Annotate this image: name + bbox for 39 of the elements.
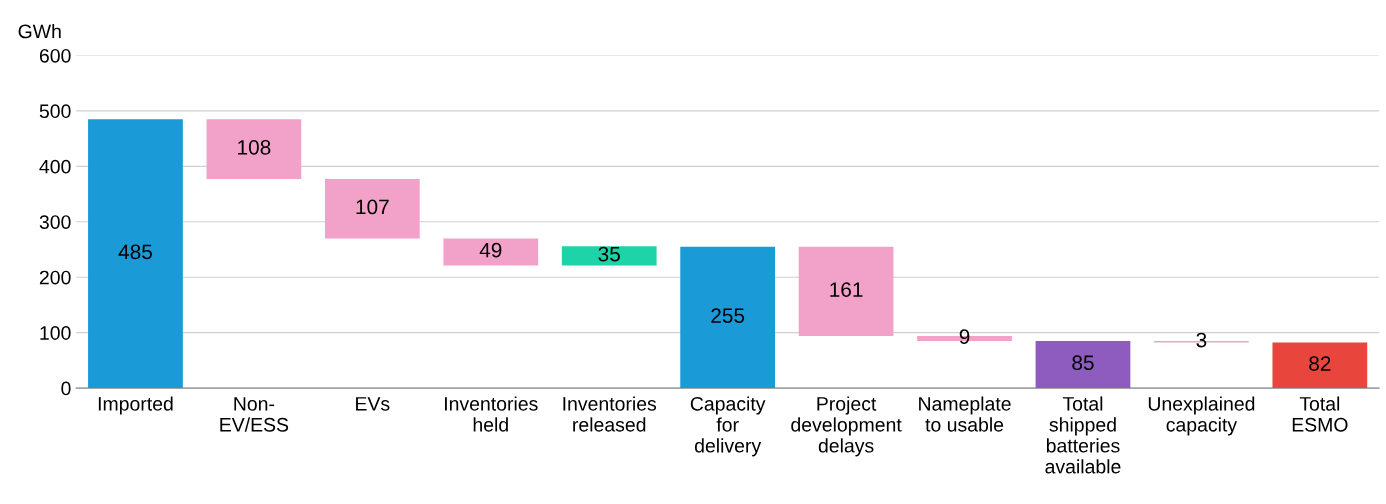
x-tick-label: EVs — [356, 397, 390, 411]
bar — [206, 119, 302, 180]
data-label: 485 — [118, 244, 152, 260]
bar — [1035, 340, 1131, 389]
data-label: 161 — [830, 282, 863, 297]
data-label: 9 — [959, 329, 970, 345]
x-tick-label: Imported — [98, 396, 173, 415]
x-tick-label: Non- EV/ESS — [220, 397, 289, 432]
data-label: 3 — [1196, 332, 1207, 348]
data-label: 108 — [238, 139, 271, 155]
y-tick-label: 200 — [39, 270, 71, 285]
bar — [561, 246, 657, 266]
bar — [1272, 342, 1368, 389]
x-tick-label: Inventories held — [445, 396, 538, 432]
x-tick-label: Project development delays — [791, 396, 902, 457]
bar — [88, 119, 183, 389]
bar — [680, 246, 776, 389]
bar — [443, 238, 539, 266]
y-tick-label: 500 — [39, 104, 71, 119]
bar — [798, 246, 894, 336]
y-tick-label: 0 — [61, 381, 71, 396]
y-tick-label: 100 — [40, 326, 71, 340]
x-tick-label: Total shipped batteries available — [1045, 396, 1121, 474]
x-tick-label: Total ESMO — [1292, 396, 1348, 432]
data-label: 35 — [598, 246, 620, 262]
data-label: 255 — [711, 308, 745, 323]
x-tick-label: Unexplained capacity — [1148, 396, 1255, 436]
data-label: 85 — [1072, 355, 1094, 371]
x-tick-label: Capacity for delivery — [690, 396, 766, 457]
data-label: 82 — [1309, 356, 1331, 371]
y-tick-label: 400 — [39, 159, 71, 174]
data-label: 107 — [356, 199, 389, 215]
data-label: 49 — [479, 242, 502, 258]
y-tick-label: 300 — [39, 215, 71, 229]
x-tick-label: Inventories released — [563, 396, 657, 432]
bar — [324, 179, 420, 239]
y-axis-title: GWh — [18, 24, 61, 39]
x-tick-label: Nameplate to usable — [919, 396, 1011, 432]
y-tick-label: 600 — [39, 48, 71, 63]
